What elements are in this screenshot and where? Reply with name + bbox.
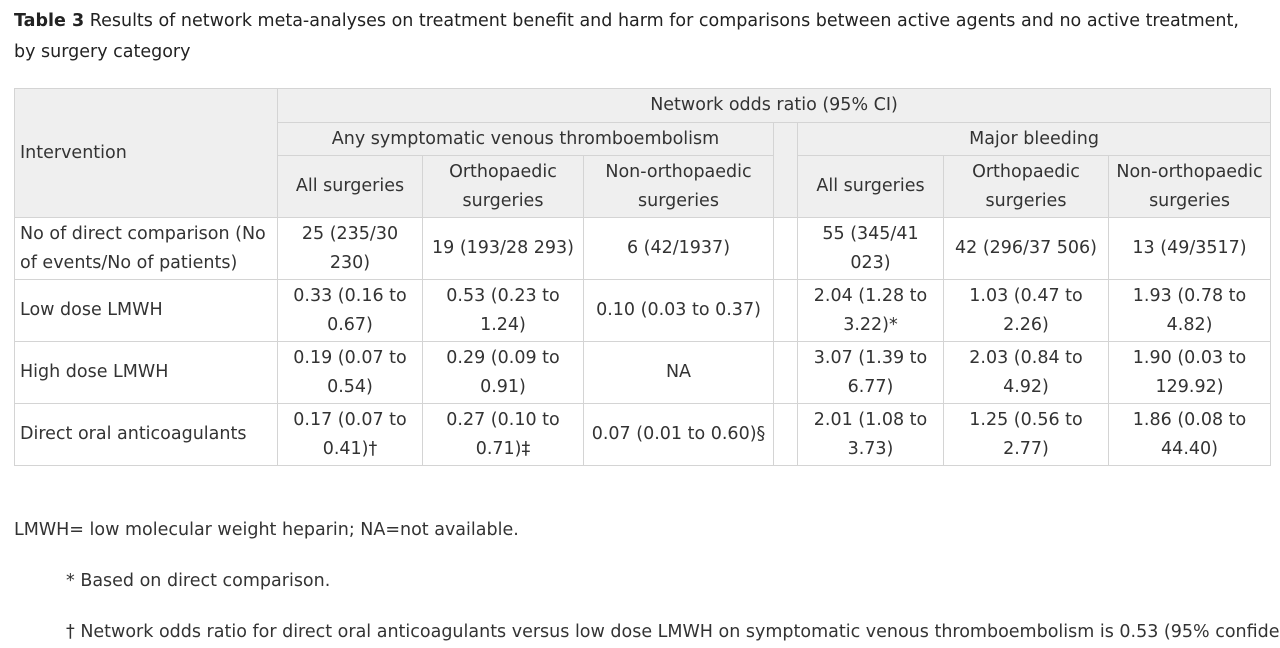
row-label: High dose LMWH (14, 341, 278, 404)
column-gap (773, 279, 798, 342)
table-cell: 1.86 (0.08 to 44.40) (1107, 403, 1272, 466)
column-gap (773, 341, 798, 404)
column-gap (773, 121, 798, 218)
column-header: Orthopaedic surgeries (422, 155, 584, 218)
odds-ratio-header: Network odds ratio (95% CI) (276, 88, 1272, 123)
table-cell: 0.17 (0.07 to 0.41)† (277, 403, 423, 466)
row-label: Low dose LMWH (14, 279, 278, 342)
footnote-dagger: † Network odds ratio for direct oral ant… (66, 622, 1280, 642)
column-header: Non-orthopaedic surgeries (583, 155, 774, 218)
table-cell: 0.33 (0.16 to 0.67) (277, 279, 423, 342)
abbreviations-note: LMWH= low molecular weight heparin; NA=n… (14, 520, 519, 540)
table-cell: 1.03 (0.47 to 2.26) (943, 279, 1109, 342)
table-cell: 42 (296/37 506) (943, 217, 1109, 280)
table-title: Results of network meta-analyses on trea… (14, 11, 1239, 62)
table-row: Direct oral anticoagulants 0.17 (0.07 to… (14, 403, 1272, 466)
table-cell: NA (583, 341, 774, 404)
table-cell: 1.25 (0.56 to 2.77) (943, 403, 1109, 466)
table-cell: 1.90 (0.03 to 129.92) (1107, 341, 1272, 404)
table-row: High dose LMWH 0.19 (0.07 to 0.54) 0.29 … (14, 341, 1272, 404)
column-header: Orthopaedic surgeries (943, 155, 1109, 218)
table-cell: 1.93 (0.78 to 4.82) (1107, 279, 1272, 342)
column-gap (773, 217, 798, 280)
table-cell: 3.07 (1.39 to 6.77) (797, 341, 944, 404)
column-header: All surgeries (277, 155, 423, 218)
table-number: Table 3 (14, 11, 85, 31)
column-gap (773, 403, 798, 466)
table-row: Low dose LMWH 0.33 (0.16 to 0.67) 0.53 (… (14, 279, 1272, 342)
table-cell: 6 (42/1937) (583, 217, 774, 280)
bleeding-group-header: Major bleeding (796, 121, 1272, 156)
row-label: No of direct comparison (No of events/No… (14, 217, 278, 280)
table-cell: 0.10 (0.03 to 0.37) (583, 279, 774, 342)
table-caption: Table 3 Results of network meta-analyses… (14, 6, 1244, 68)
table-cell: 55 (345/41 023) (797, 217, 944, 280)
table-row: No of direct comparison (No of events/No… (14, 217, 1272, 280)
column-header: All surgeries (797, 155, 944, 218)
table-cell: 0.27 (0.10 to 0.71)‡ (422, 403, 584, 466)
footnote-star: * Based on direct comparison. (66, 571, 331, 591)
table-cell: 2.04 (1.28 to 3.22)* (797, 279, 944, 342)
table-cell: 0.19 (0.07 to 0.54) (277, 341, 423, 404)
intervention-header: Intervention (14, 88, 278, 218)
results-table: Intervention Network odds ratio (95% CI)… (14, 88, 1272, 466)
table-cell: 2.01 (1.08 to 3.73) (797, 403, 944, 466)
table-cell: 25 (235/30 230) (277, 217, 423, 280)
row-label: Direct oral anticoagulants (14, 403, 278, 466)
table-cell: 0.29 (0.09 to 0.91) (422, 341, 584, 404)
table-cell: 0.53 (0.23 to 1.24) (422, 279, 584, 342)
table-cell: 0.07 (0.01 to 0.60)§ (583, 403, 774, 466)
table-cell: 13 (49/3517) (1107, 217, 1272, 280)
column-header: Non-orthopaedic surgeries (1107, 155, 1272, 218)
table-cell: 2.03 (0.84 to 4.92) (943, 341, 1109, 404)
vte-group-header: Any symptomatic venous thromboembolism (277, 121, 774, 156)
table-cell: 19 (193/28 293) (422, 217, 584, 280)
